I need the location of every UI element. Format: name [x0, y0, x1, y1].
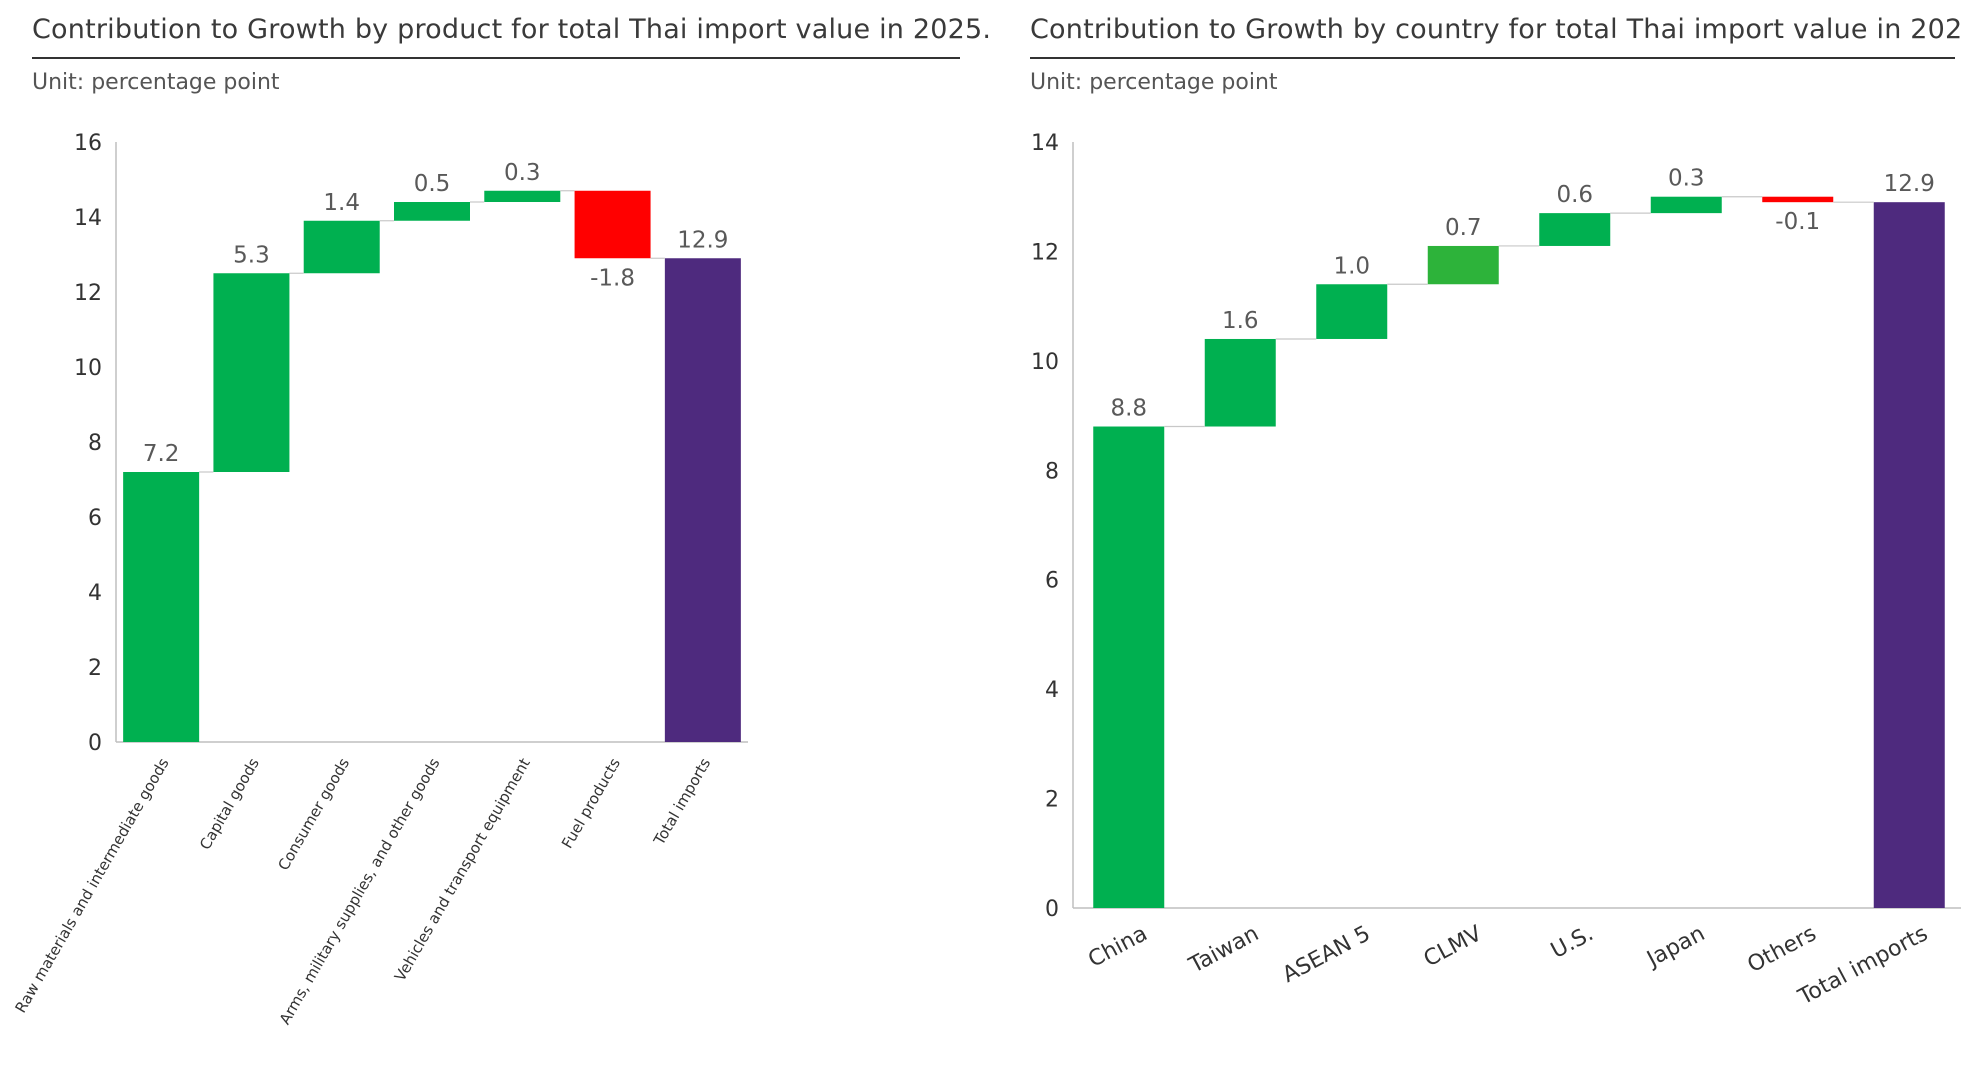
country-data-label: 0.6	[1556, 182, 1593, 208]
product-bar-4	[394, 202, 470, 221]
country-y-tick-label: 2	[1045, 788, 1059, 813]
product-bar-2	[213, 273, 290, 472]
country-bar-8	[1873, 202, 1945, 908]
country-category-label: Japan	[1641, 921, 1709, 973]
country-bar-4	[1427, 245, 1499, 285]
product-title-rule	[32, 57, 960, 59]
product-y-tick-label: 8	[88, 431, 102, 456]
product-chart-unit: Unit: percentage point	[32, 70, 280, 95]
country-data-label: 0.7	[1445, 215, 1482, 241]
product-y-tick-label: 6	[88, 506, 102, 531]
product-y-tick-label: 10	[74, 356, 102, 381]
country-bar-7	[1762, 196, 1834, 203]
product-category-label: Total imports	[650, 755, 715, 849]
product-bar-7	[664, 258, 741, 742]
country-category-label: CLMV	[1420, 921, 1486, 972]
product-waterfall-chart: 0 2 4 6 8 10 12 14 16 7.2 5.3 1.4 0.5 0.3 -1.8 12.9 Raw …	[12, 131, 748, 1028]
country-y-tick-label: 10	[1031, 350, 1059, 375]
country-chart-panel: Contribution to Growth by country for to…	[1000, 0, 1961, 1067]
country-y-tick-label: 12	[1031, 240, 1059, 265]
product-category-label: Capital goods	[196, 755, 263, 853]
country-bar-1	[1093, 426, 1165, 908]
country-y-tick-label: 6	[1045, 569, 1059, 594]
product-y-tick-label: 12	[74, 281, 102, 306]
country-chart-unit: Unit: percentage point	[1030, 70, 1278, 95]
product-chart-panel: Contribution to Growth by product for to…	[0, 0, 991, 1067]
product-y-tick-label: 14	[74, 206, 102, 231]
country-y-tick-label: 14	[1031, 131, 1059, 156]
product-data-label: 12.9	[677, 227, 728, 253]
country-bar-6	[1650, 196, 1722, 214]
country-y-tick-label: 4	[1045, 678, 1059, 703]
country-category-label: Others	[1744, 921, 1821, 978]
product-data-label: -1.8	[590, 265, 635, 291]
product-category-label: Raw materials and intermediate goods	[12, 755, 173, 1016]
product-bar-3	[303, 220, 380, 274]
country-data-label: 8.8	[1110, 396, 1147, 422]
country-bar-5	[1539, 213, 1611, 246]
country-bar-2	[1204, 338, 1276, 427]
country-data-label: 0.3	[1668, 166, 1705, 192]
product-data-label: 5.3	[233, 242, 270, 268]
product-y-tick-label: 0	[88, 731, 102, 756]
country-data-label: 1.0	[1333, 253, 1370, 279]
product-data-label: 0.5	[414, 171, 451, 197]
country-category-label: Taiwan	[1184, 921, 1263, 979]
country-category-label: China	[1084, 921, 1151, 973]
country-waterfall-chart: 0 2 4 6 8 10 12 14 8.8 1.6 1.0 0.7 0.6 0.3 -0.1 12.9 Chi…	[1031, 131, 1961, 1011]
product-chart-title: Contribution to Growth by product for to…	[32, 14, 992, 45]
product-bar-1	[123, 472, 200, 742]
country-chart-title: Contribution to Growth by country for to…	[1030, 14, 1961, 45]
country-bar-3	[1316, 284, 1388, 339]
country-data-label: 1.6	[1222, 308, 1259, 334]
country-y-tick-label: 0	[1045, 897, 1059, 922]
country-category-label: ASEAN 5	[1279, 921, 1375, 988]
product-category-label: Fuel products	[558, 755, 624, 852]
product-y-tick-label: 2	[88, 656, 102, 681]
product-bar-5	[484, 190, 561, 202]
product-category-label: Arms, military supplies, and other goods	[276, 755, 444, 1028]
country-data-label: -0.1	[1775, 209, 1820, 235]
country-category-label: U.S.	[1547, 921, 1598, 964]
country-title-rule	[1030, 57, 1955, 59]
product-data-label: 7.2	[143, 441, 180, 467]
country-data-label: 12.9	[1884, 171, 1935, 197]
product-category-label: Consumer goods	[274, 755, 353, 874]
product-y-tick-label: 16	[74, 131, 102, 156]
product-data-label: 1.4	[323, 190, 360, 216]
product-bar-6	[574, 190, 651, 259]
product-y-tick-label: 4	[88, 581, 102, 606]
product-data-label: 0.3	[504, 160, 541, 186]
country-y-tick-label: 8	[1045, 459, 1059, 484]
